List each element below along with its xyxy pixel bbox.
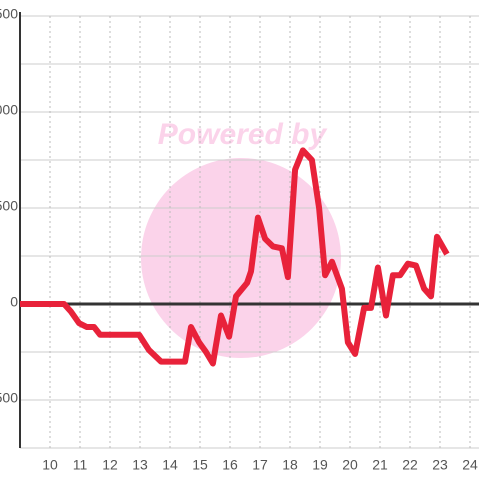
y-tick-label: 1,500 <box>0 6 18 22</box>
x-tick-label: 13 <box>132 457 148 473</box>
x-tick-label: 17 <box>252 457 268 473</box>
x-tick-label: 15 <box>192 457 208 473</box>
x-tick-label: 23 <box>432 457 448 473</box>
y-tick-label: 500 <box>0 198 18 214</box>
x-tick-label: 10 <box>42 457 58 473</box>
x-tick-label: 14 <box>162 457 178 473</box>
x-tick-label: 22 <box>402 457 418 473</box>
watermark: Powered by <box>158 118 328 151</box>
x-tick-label: 24 <box>462 457 478 473</box>
x-tick-label: 18 <box>282 457 298 473</box>
x-tick-label: 12 <box>102 457 118 473</box>
y-tick-label: 0 <box>10 294 18 310</box>
watermark-logo <box>141 158 341 358</box>
data-line <box>20 147 450 367</box>
x-tick-label: 20 <box>342 457 358 473</box>
y-tick-label: -500 <box>0 390 18 406</box>
y-tick-label: 1,000 <box>0 102 18 118</box>
x-tick-label: 19 <box>312 457 328 473</box>
x-tick-label: 16 <box>222 457 238 473</box>
x-tick-label: 11 <box>73 457 88 473</box>
x-tick-label: 21 <box>372 457 388 473</box>
